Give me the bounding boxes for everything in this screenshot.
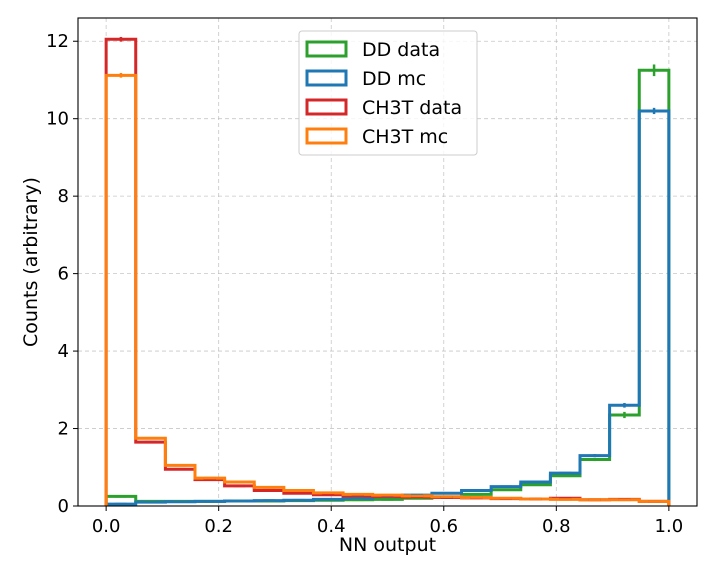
- y-tick-label: 10: [46, 109, 69, 130]
- legend-box: [298, 30, 478, 156]
- legend: DD data DD mc CH3T data CH3T mc: [298, 30, 478, 156]
- legend-label: CH3T data: [362, 97, 462, 119]
- y-tick-label: 0: [58, 496, 69, 517]
- plot-frame: [77, 17, 698, 507]
- legend-swatch: [305, 69, 348, 87]
- y-tick-label: 6: [58, 264, 69, 285]
- legend-label: DD data: [362, 39, 440, 61]
- y-tick-label: 12: [46, 31, 69, 52]
- y-axis-ticks: 0 2 4 6 8 10 12: [46, 31, 78, 517]
- legend-swatch: [305, 98, 348, 116]
- y-axis-label: Counts (arbitrary): [20, 177, 42, 347]
- error-bars: [114, 36, 661, 506]
- histogram-dd-mc: [104, 109, 671, 506]
- x-tick-label: 0.6: [429, 516, 458, 537]
- y-tick-label: 8: [58, 186, 69, 207]
- y-tick-label: 4: [58, 341, 69, 362]
- x-axis-label: NN output: [339, 534, 436, 556]
- legend-swatch: [305, 127, 348, 145]
- x-tick-label: 0.8: [542, 516, 571, 537]
- legend-label: DD mc: [362, 68, 426, 90]
- x-tick-label: 0.2: [204, 516, 233, 537]
- x-axis-ticks: 0.0 0.2 0.4 0.6 0.8 1.0: [92, 506, 683, 537]
- legend-swatch: [305, 40, 348, 58]
- x-tick-label: 1.0: [655, 516, 684, 537]
- x-tick-label: 0.0: [92, 516, 121, 537]
- y-tick-label: 2: [58, 419, 69, 440]
- x-tick-label: 0.4: [317, 516, 346, 537]
- legend-label: CH3T mc: [362, 126, 448, 148]
